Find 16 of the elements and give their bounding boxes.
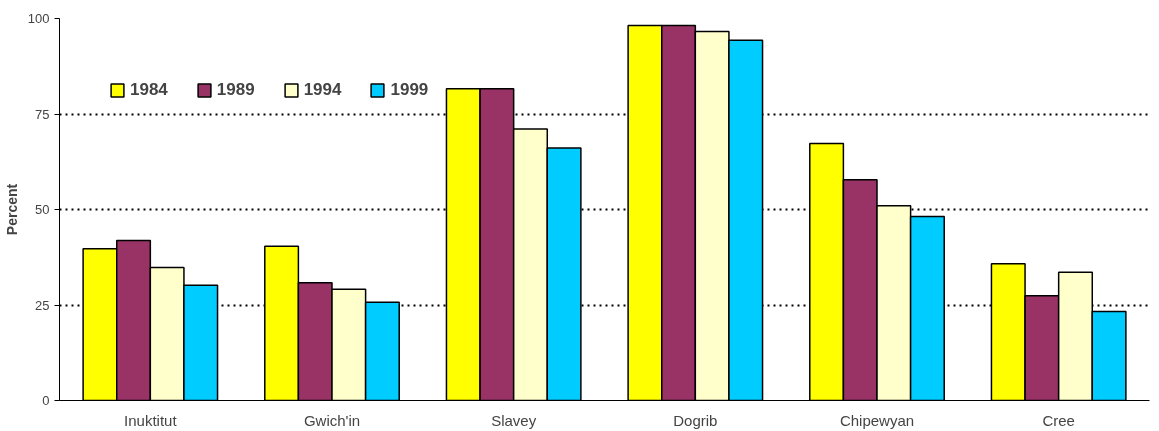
legend-label: 1989 — [216, 80, 255, 100]
y-tick-label: 100 — [27, 11, 50, 26]
x-tick-label: Dogrib — [673, 411, 718, 429]
legend-label: 1994 — [303, 80, 342, 100]
y-tick-label: 0 — [42, 393, 50, 408]
y-tick-label: 50 — [35, 202, 50, 217]
legend-label: 1984 — [130, 80, 168, 100]
x-tick-label: Slavey — [491, 411, 537, 429]
y-axis-title: Percent — [3, 183, 20, 236]
y-tick-label: 25 — [35, 297, 50, 313]
x-tick-label: Cree — [1042, 411, 1075, 429]
x-tick-label: Gwich'in — [303, 411, 361, 429]
legend-label: 1999 — [390, 80, 429, 100]
x-tick-label: Chipewyan — [839, 411, 915, 429]
y-tick-label: 75 — [35, 106, 50, 122]
x-tick-label: Inuktitut — [124, 411, 178, 429]
